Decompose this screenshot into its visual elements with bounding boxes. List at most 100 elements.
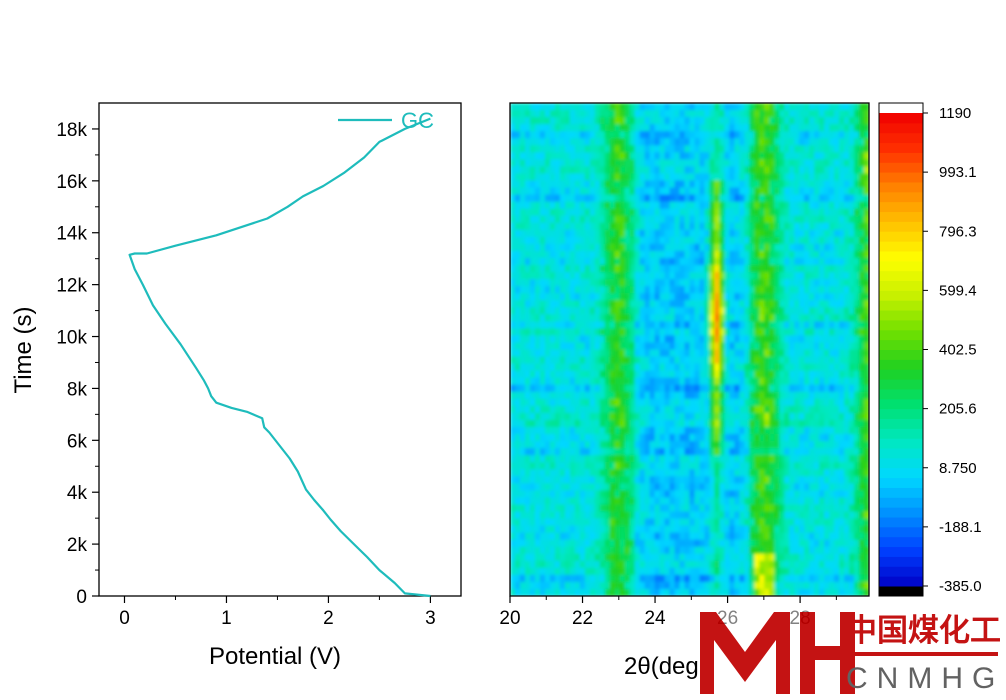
- heatmap-cell: [629, 166, 636, 175]
- heatmap-cell: [849, 511, 855, 520]
- heatmap-cell: [684, 272, 691, 280]
- heatmap-cell: [839, 279, 845, 287]
- heatmap-cell: [839, 426, 845, 435]
- heatmap-cell: [539, 264, 546, 273]
- heatmap-cell: [779, 419, 785, 428]
- heatmap-cell: [619, 398, 626, 407]
- heatmap-cell: [849, 504, 855, 513]
- heatmap-cell: [569, 138, 576, 146]
- heatmap-cell: [639, 222, 646, 231]
- heatmap-cell: [724, 398, 730, 407]
- heatmap-cell: [729, 532, 735, 541]
- heatmap-cell: [564, 525, 571, 534]
- heatmap-cell: [769, 349, 775, 358]
- heatmap-cell: [834, 455, 840, 463]
- heatmap-cell: [510, 173, 516, 182]
- heatmap-cell: [724, 314, 730, 322]
- heatmap-cell: [794, 286, 800, 294]
- heatmap-cell: [674, 110, 681, 118]
- heatmap-cell: [629, 532, 636, 541]
- heatmap-cell: [684, 264, 691, 273]
- heatmap-cell: [764, 419, 770, 428]
- heatmap-cell: [749, 342, 755, 351]
- heatmap-cell: [510, 243, 516, 252]
- heatmap-cell: [679, 377, 686, 386]
- heatmap-cell: [774, 342, 780, 351]
- heatmap-cell: [789, 236, 795, 245]
- heatmap-cell: [704, 293, 711, 301]
- heatmap-cell: [709, 335, 716, 344]
- heatmap-cell: [529, 455, 536, 463]
- heatmap-cell: [579, 279, 586, 287]
- heatmap-cell: [794, 257, 800, 266]
- heatmap-cell: [629, 342, 636, 351]
- heatmap-cell: [819, 194, 825, 203]
- heatmap-cell: [574, 208, 581, 217]
- heatmap-cell: [574, 131, 581, 139]
- heatmap-cell: [569, 300, 576, 308]
- heatmap-cell: [604, 574, 611, 583]
- heatmap-cell: [739, 532, 745, 541]
- heatmap-cell: [694, 356, 701, 365]
- heatmap-cell: [779, 208, 785, 217]
- heatmap-cell: [629, 455, 636, 463]
- heatmap-cell: [689, 286, 696, 294]
- heatmap-cell: [629, 145, 636, 153]
- heatmap-cell: [549, 370, 556, 379]
- heatmap-cell: [564, 286, 571, 294]
- heatmap-cell: [614, 469, 621, 477]
- heatmap-cell: [689, 434, 696, 442]
- heatmap-cell: [714, 138, 721, 146]
- heatmap-cell: [669, 525, 676, 534]
- heatmap-cell: [779, 377, 785, 386]
- heatmap-cell: [709, 412, 716, 421]
- heatmap-cell: [629, 476, 636, 484]
- heatmap-cell: [614, 279, 621, 287]
- heatmap-cell: [784, 567, 790, 576]
- heatmap-cell: [859, 208, 865, 217]
- heatmap-cell: [714, 222, 721, 231]
- heatmap-cell: [510, 279, 516, 287]
- heatmap-cell: [609, 208, 616, 217]
- heatmap-cell: [754, 173, 760, 182]
- heatmap-cell: [619, 201, 626, 210]
- heatmap-cell: [759, 377, 765, 386]
- heatmap-cell: [659, 469, 666, 477]
- heatmap-cell: [859, 229, 865, 238]
- heatmap-cell: [709, 131, 716, 139]
- heatmap-cell: [609, 138, 616, 146]
- heatmap-cell: [729, 229, 735, 238]
- heatmap-cell: [524, 124, 531, 132]
- heatmap-cell: [709, 483, 716, 491]
- heatmap-cell: [774, 131, 780, 139]
- heatmap-cell: [669, 152, 676, 160]
- heatmap-cell: [724, 532, 730, 541]
- heatmap-cell: [529, 103, 536, 111]
- heatmap-cell: [634, 152, 641, 160]
- heatmap-cell: [749, 546, 755, 555]
- heatmap-cell: [819, 412, 825, 421]
- heatmap-cell: [684, 441, 691, 449]
- heatmap-cell: [779, 229, 785, 238]
- heatmap-cell: [619, 180, 626, 189]
- heatmap-cell: [664, 272, 671, 280]
- heatmap-cell: [759, 490, 765, 498]
- heatmap-cell: [834, 384, 840, 393]
- heatmap-cell: [704, 208, 711, 217]
- heatmap-cell: [579, 497, 586, 506]
- heatmap-cell: [534, 384, 541, 393]
- heatmap-cell: [794, 335, 800, 344]
- heatmap-cell: [799, 264, 805, 273]
- heatmap-cell: [569, 441, 576, 449]
- heatmap-cell: [714, 342, 721, 351]
- heatmap-cell: [519, 476, 526, 484]
- heatmap-cell: [549, 518, 556, 527]
- heatmap-cell: [859, 236, 865, 245]
- heatmap-cell: [514, 525, 521, 534]
- heatmap-cell: [679, 525, 686, 534]
- heatmap-cell: [629, 574, 636, 583]
- heatmap-cell: [579, 300, 586, 308]
- heatmap-cell: [654, 279, 661, 287]
- heatmap-cell: [849, 356, 855, 365]
- heatmap-cell: [809, 377, 815, 386]
